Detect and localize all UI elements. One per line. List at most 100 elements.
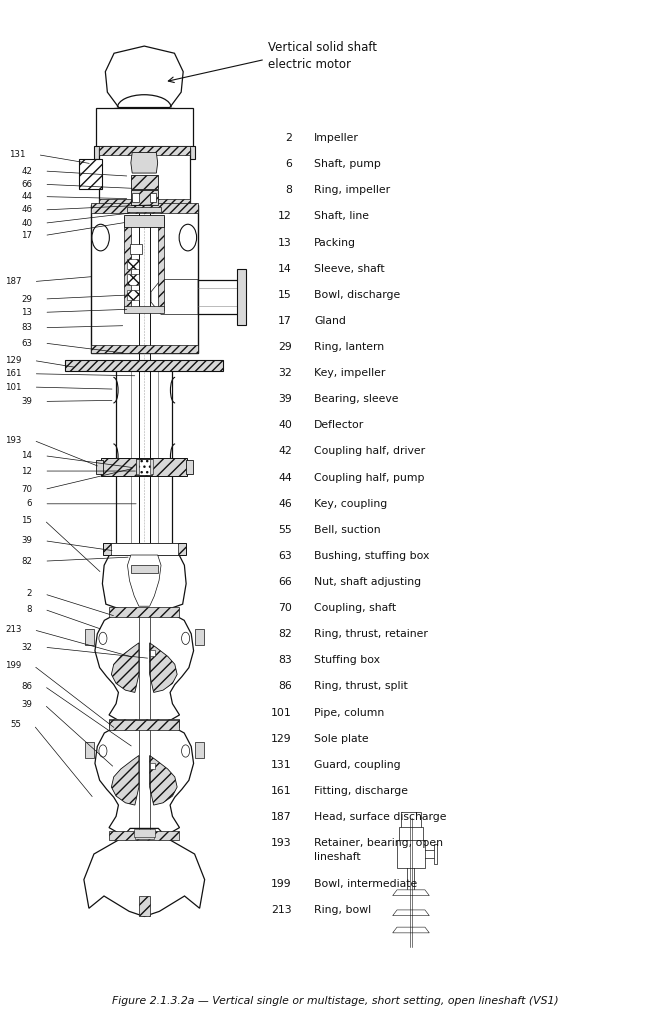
Text: 82: 82 (278, 629, 292, 639)
Bar (127, 207, 161, 212)
Bar (91, 345, 198, 353)
Text: Coupling, shaft: Coupling, shaft (314, 603, 396, 613)
Bar (103, 543, 186, 555)
Text: Shaft, pump: Shaft, pump (314, 159, 381, 169)
Text: Fitting, discharge: Fitting, discharge (314, 786, 408, 796)
Bar (139, 611, 150, 724)
Text: Coupling half, driver: Coupling half, driver (314, 446, 425, 457)
Bar (99, 146, 190, 155)
Bar (136, 459, 152, 475)
Text: Shaft, line: Shaft, line (314, 212, 369, 221)
Text: 199: 199 (5, 662, 21, 670)
Text: 8: 8 (285, 185, 292, 196)
Text: 63: 63 (278, 551, 292, 561)
Bar (124, 217, 131, 310)
Text: 131: 131 (9, 151, 25, 159)
Bar (109, 607, 179, 617)
Bar (131, 175, 158, 189)
Bar (150, 459, 153, 474)
Text: Bushing, stuffing box: Bushing, stuffing box (314, 551, 429, 561)
Text: 12: 12 (278, 212, 292, 221)
Bar (94, 146, 195, 159)
Text: 46: 46 (278, 499, 292, 509)
Text: 6: 6 (285, 159, 292, 169)
Text: 187: 187 (271, 812, 292, 822)
Polygon shape (393, 890, 429, 896)
Text: 83: 83 (21, 324, 32, 332)
Bar (134, 829, 155, 837)
Text: 39: 39 (21, 537, 32, 545)
Bar (104, 120, 185, 148)
Text: 55: 55 (11, 721, 21, 729)
Text: Bell, suction: Bell, suction (314, 524, 380, 535)
Bar (139, 724, 150, 837)
Circle shape (99, 632, 107, 644)
Text: Bowl, discharge: Bowl, discharge (314, 290, 401, 300)
Text: 42: 42 (21, 167, 32, 175)
Polygon shape (95, 724, 193, 837)
Bar (101, 157, 188, 167)
Text: 55: 55 (278, 524, 292, 535)
Polygon shape (111, 756, 139, 805)
Bar (99, 148, 190, 205)
Text: 199: 199 (271, 879, 292, 889)
Text: Pipe, column: Pipe, column (314, 708, 384, 718)
Bar (186, 460, 193, 474)
Bar (131, 565, 158, 573)
Bar (397, 840, 425, 868)
Polygon shape (84, 828, 205, 916)
Bar (109, 719, 179, 727)
Text: Ring, impeller: Ring, impeller (314, 185, 390, 196)
Text: 66: 66 (278, 578, 292, 587)
Text: 46: 46 (21, 206, 32, 214)
Text: 17: 17 (278, 315, 292, 326)
Text: 2: 2 (27, 590, 32, 598)
Bar (65, 360, 223, 371)
Bar (150, 763, 155, 769)
Polygon shape (127, 555, 161, 606)
Text: 193: 193 (5, 436, 21, 444)
Text: Impeller: Impeller (314, 133, 359, 143)
Circle shape (240, 284, 245, 292)
Text: 70: 70 (21, 485, 32, 494)
Polygon shape (393, 910, 429, 915)
Bar (195, 742, 204, 758)
Text: 15: 15 (21, 516, 32, 524)
Text: 17: 17 (21, 231, 32, 240)
Bar (130, 244, 142, 254)
Text: 70: 70 (278, 603, 292, 613)
Text: 161: 161 (271, 786, 292, 796)
Text: 39: 39 (21, 700, 32, 709)
Text: 40: 40 (21, 219, 32, 227)
Text: 40: 40 (278, 420, 292, 430)
Text: 44: 44 (21, 193, 32, 201)
Text: 82: 82 (21, 557, 32, 565)
Bar (104, 123, 185, 132)
Bar (99, 199, 190, 205)
Bar (195, 630, 204, 645)
Text: 32: 32 (278, 368, 292, 378)
Text: 86: 86 (21, 682, 32, 690)
Text: Figure 2.1.3.2a — Vertical single or multistage, short setting, open lineshaft (: Figure 2.1.3.2a — Vertical single or mul… (112, 995, 559, 1006)
Text: 213: 213 (271, 905, 292, 914)
Text: Packing: Packing (314, 238, 356, 248)
Text: Ring, thrust, retainer: Ring, thrust, retainer (314, 629, 428, 639)
Text: 14: 14 (21, 452, 32, 460)
Text: 14: 14 (278, 264, 292, 273)
Text: 193: 193 (271, 838, 292, 848)
Text: lineshaft: lineshaft (314, 852, 360, 862)
Text: Sleeve, shaft: Sleeve, shaft (314, 264, 384, 273)
Circle shape (92, 224, 109, 251)
Polygon shape (393, 927, 429, 933)
Bar (136, 459, 139, 474)
Bar (150, 193, 156, 202)
Bar (85, 742, 94, 758)
Text: 15: 15 (278, 290, 292, 300)
Bar (433, 844, 437, 864)
Bar (114, 108, 174, 123)
Text: Nut, shaft adjusting: Nut, shaft adjusting (314, 578, 421, 587)
Text: Ring, bowl: Ring, bowl (314, 905, 371, 914)
Polygon shape (150, 756, 177, 805)
Bar (127, 259, 139, 269)
Text: Retainer, bearing, open: Retainer, bearing, open (314, 838, 443, 848)
